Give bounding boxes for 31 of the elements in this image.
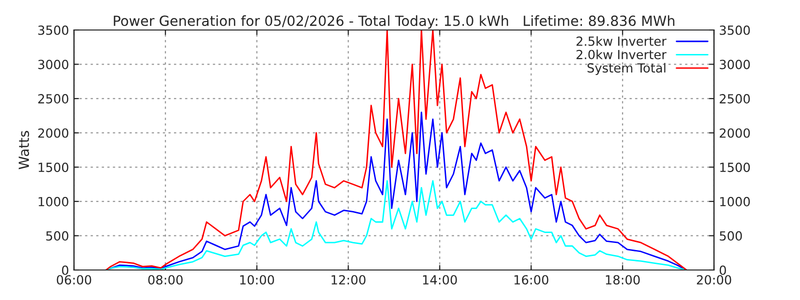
- y2-tick-label: 3000: [720, 60, 750, 70]
- y2-tick-label: 1000: [720, 196, 750, 206]
- x-tick-label: 08:00: [148, 275, 183, 285]
- y2-tick-label: 0: [720, 265, 726, 275]
- x-tick-label: 18:00: [606, 275, 640, 285]
- x-tick-label: 12:00: [332, 275, 366, 285]
- y-tick-label: 1000: [38, 196, 68, 206]
- y2-tick-label: 2500: [720, 94, 750, 104]
- y-tick-label: 3500: [38, 25, 68, 35]
- y-tick-label: 3000: [38, 60, 68, 70]
- y2-tick-label: 1500: [720, 162, 750, 172]
- y-tick-label: 0: [62, 265, 68, 275]
- y-tick-label: 2000: [38, 128, 68, 138]
- x-tick-label: 14:00: [423, 275, 457, 285]
- line-series: [105, 180, 688, 270]
- legend-label: 2.0kw Inverter: [576, 50, 666, 60]
- y2-tick-label: 3500: [720, 25, 750, 35]
- x-tick-label: 06:00: [56, 275, 92, 285]
- y-axis-title: Watts: [18, 130, 30, 170]
- legend-label: System Total: [588, 62, 666, 76]
- x-tick-label: 16:00: [514, 275, 548, 285]
- chart-title: Power Generation for 05/02/2026 - Total Today: 15.0 kWh Lifetime: 89.836 MWh: [114, 15, 674, 29]
- y-tick-label: 1500: [38, 162, 68, 172]
- x-tick-label: 20:00: [696, 275, 732, 285]
- x-tick-label: 10:00: [240, 275, 274, 285]
- y2-tick-label: 2000: [720, 128, 750, 138]
- y-tick-label: 2500: [38, 94, 68, 104]
- line-series: [105, 30, 688, 270]
- y-tick-label: 500: [46, 231, 68, 241]
- legend-label: 2.5kw Inverter: [576, 36, 666, 46]
- y2-tick-label: 500: [720, 231, 742, 241]
